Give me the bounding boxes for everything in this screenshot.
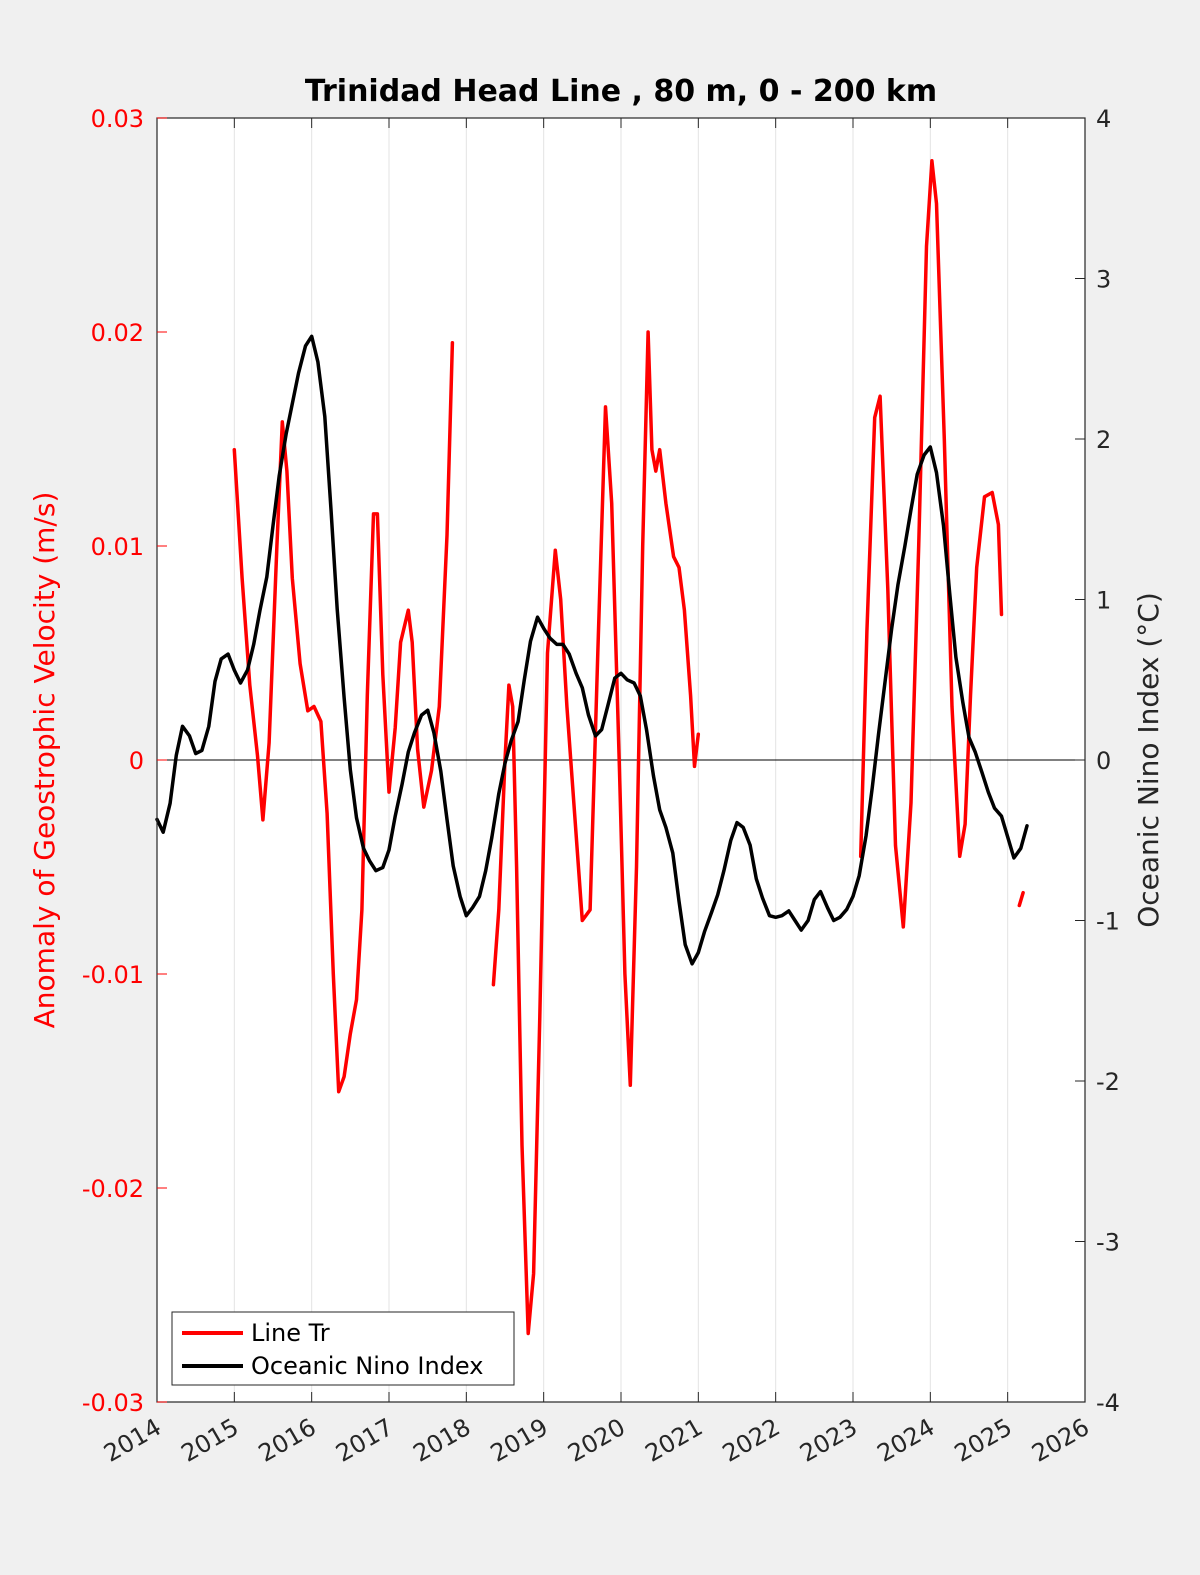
right-y-tick-label: 4 bbox=[1096, 105, 1111, 133]
left-y-tick-label: -0.01 bbox=[82, 961, 144, 989]
line-tr-series-segment bbox=[232, 340, 455, 1094]
legend-line-tr-label: Line Tr bbox=[251, 1319, 330, 1347]
left-y-tick-label: 0.01 bbox=[91, 533, 144, 561]
right-y-tick-label: -2 bbox=[1096, 1068, 1120, 1096]
series-lines bbox=[155, 159, 1029, 1336]
line-tr-series-segment bbox=[1017, 890, 1025, 908]
left-y-axis-ticks: -0.03 -0.02 -0.01 0 0.01 0.02 0.03 bbox=[82, 105, 167, 1417]
left-y-tick-label: -0.02 bbox=[82, 1175, 144, 1203]
right-y-tick-label: 3 bbox=[1096, 266, 1111, 294]
left-y-tick-label: 0.02 bbox=[91, 319, 144, 347]
right-y-tick-label: 0 bbox=[1096, 747, 1111, 775]
right-y-axis-ticks: -4 -3 -2 -1 0 1 2 3 4 bbox=[1075, 105, 1120, 1417]
line-tr-series-segment bbox=[858, 159, 1004, 929]
line-tr-series-segment bbox=[491, 330, 701, 1336]
right-y-tick-label: -3 bbox=[1096, 1229, 1120, 1257]
right-y-tick-label: -4 bbox=[1096, 1389, 1120, 1417]
right-y-tick-label: -1 bbox=[1096, 908, 1120, 936]
legend: Line Tr Oceanic Nino Index bbox=[171, 1311, 515, 1386]
right-axis-label: Oceanic Nino Index (°C) bbox=[1132, 592, 1165, 928]
right-y-tick-label: 1 bbox=[1096, 587, 1111, 615]
left-y-tick-label: 0.03 bbox=[91, 105, 144, 133]
oceanic-nino-index-series-segment bbox=[155, 334, 1029, 966]
left-y-tick-label: 0 bbox=[129, 747, 144, 775]
legend-box bbox=[171, 1311, 515, 1386]
legend-oni-label: Oceanic Nino Index bbox=[251, 1352, 483, 1380]
right-y-tick-label: 2 bbox=[1096, 426, 1111, 454]
left-y-tick-label: -0.03 bbox=[82, 1389, 144, 1417]
chart-title: Trinidad Head Line , 80 m, 0 - 200 km bbox=[305, 74, 937, 109]
left-axis-label: Anomaly of Geostrophic Velocity (m/s) bbox=[28, 492, 61, 1029]
